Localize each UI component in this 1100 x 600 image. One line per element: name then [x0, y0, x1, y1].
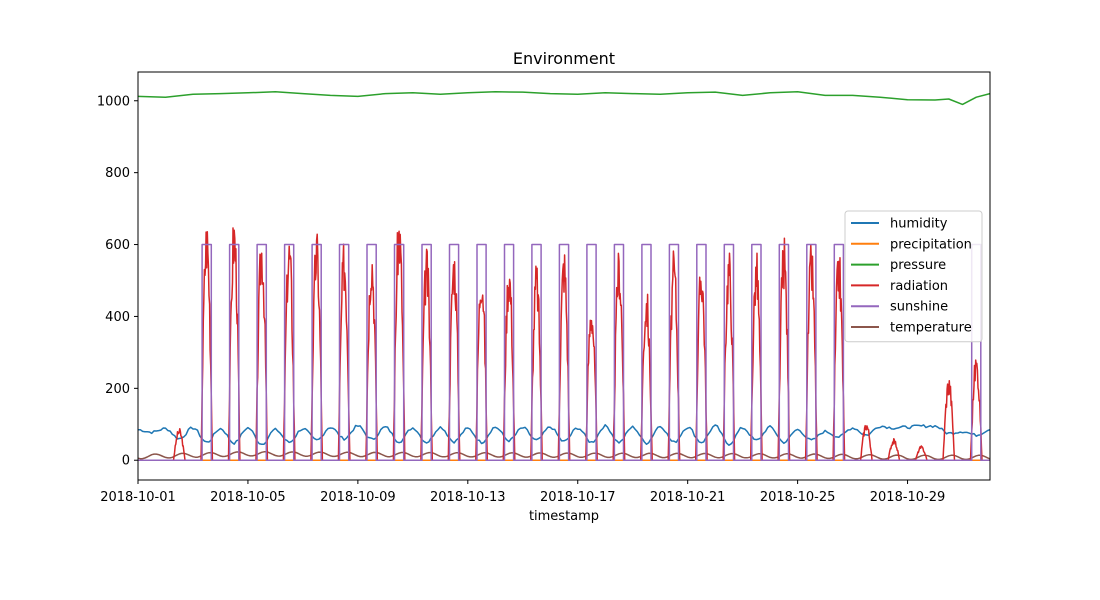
axes-frame — [137, 71, 991, 481]
y-tick-label: 400 — [105, 310, 130, 325]
legend: humidity precipitation pressure radiation su… — [844, 210, 983, 343]
legend-label: sunshine — [890, 300, 948, 315]
x-tick-label: 2018-10-17 — [540, 490, 616, 505]
legend-label: pressure — [890, 258, 946, 273]
x-tick-label: 2018-10-21 — [650, 490, 726, 505]
pressure-line — [137, 91, 991, 106]
x-tick-label: 2018-10-09 — [320, 490, 396, 505]
y-tick-label: 200 — [105, 382, 130, 397]
humidity-line — [138, 424, 991, 446]
temperature-line — [137, 451, 991, 461]
x-tick-label: 2018-10-25 — [760, 490, 836, 505]
legend-box — [844, 210, 983, 343]
legend-label: precipitation — [890, 237, 972, 252]
x-tick-label: 2018-10-13 — [430, 490, 506, 505]
y-tick-label: 800 — [105, 166, 130, 181]
sunshine-line — [138, 243, 990, 461]
x-tick-label: 2018-10-01 — [100, 490, 176, 505]
legend-label: radiation — [890, 279, 948, 294]
chart-title: Environment — [513, 49, 615, 68]
legend-label: temperature — [890, 321, 972, 336]
y-tick-label: 1000 — [97, 94, 130, 109]
series-layer — [137, 91, 991, 461]
x-tick-label: 2018-10-05 — [210, 490, 286, 505]
y-tick-label: 0 — [122, 454, 130, 469]
y-axis: 0 200 400 600 800 1000 — [97, 94, 138, 469]
x-axis-label: timestamp — [529, 509, 599, 524]
legend-label: humidity — [890, 217, 948, 232]
x-tick-label: 2018-10-29 — [870, 490, 946, 505]
y-tick-label: 600 — [105, 238, 130, 253]
x-axis: 2018-10-01 2018-10-05 2018-10-09 2018-10-13… — [100, 480, 945, 505]
